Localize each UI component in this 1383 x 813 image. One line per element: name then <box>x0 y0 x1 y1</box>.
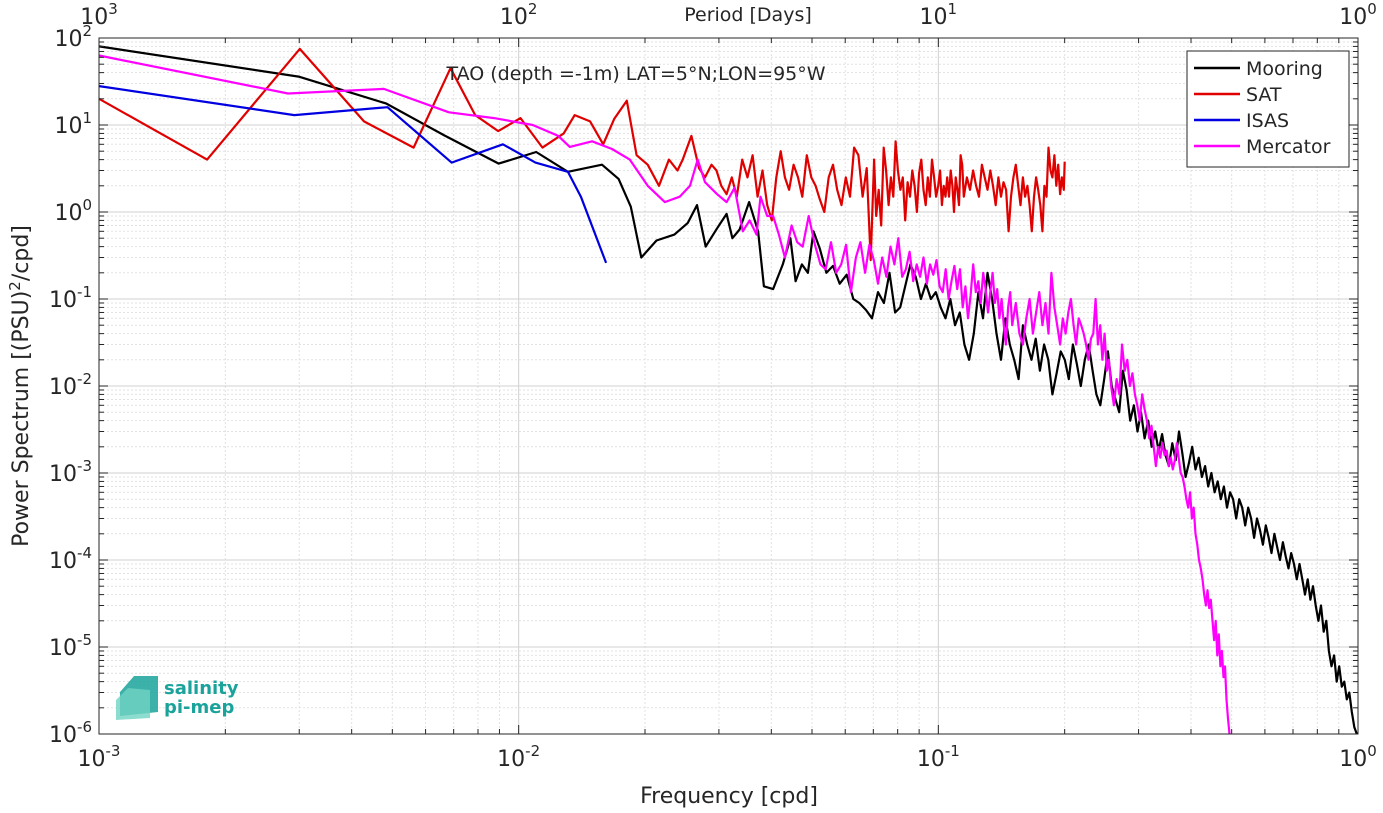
series-line-mooring <box>99 45 1358 734</box>
legend-label-mercator: Mercator <box>1246 136 1331 158</box>
y-axis-label: Power Spectrum [(PSU)2/cpd] <box>6 225 34 547</box>
y-tick-label: 10-3 <box>49 457 92 487</box>
chart-title: TAO (depth =-1m) LAT=5°N;LON=95°W <box>445 63 825 85</box>
logo-wave-back-icon <box>116 688 150 720</box>
legend-label-mooring: Mooring <box>1246 58 1323 80</box>
top-tick-label: 100 <box>1339 0 1377 30</box>
salinity-pi-mep-logo: salinity pi-mep <box>116 676 239 720</box>
top-tick-label: 101 <box>920 0 958 30</box>
x-tick-label: 10-2 <box>497 742 540 772</box>
legend-box <box>1186 50 1350 168</box>
series-line-sat <box>99 47 1066 262</box>
y-tick-label: 10-2 <box>49 370 92 400</box>
series-line-isas <box>99 85 608 264</box>
y-tick-label: 10-4 <box>49 544 92 574</box>
y-tick-label: 10-1 <box>49 283 92 313</box>
y-tick-label: 101 <box>54 109 92 139</box>
legend-label-sat: SAT <box>1246 84 1282 106</box>
y-tick-label: 10-5 <box>49 631 92 661</box>
x-axis-label: Frequency [cpd] <box>640 784 818 809</box>
series-layer <box>99 45 1358 734</box>
top-x-axis-label: Period [Days] <box>684 4 812 26</box>
logo-text-salinity: salinity <box>164 678 239 699</box>
logo-text-pi-mep: pi-mep <box>164 697 234 718</box>
y-tick-label: 10-6 <box>49 718 92 748</box>
top-tick-label: 102 <box>500 0 538 30</box>
series-line-mercator <box>99 54 1231 734</box>
x-tick-label: 100 <box>1339 742 1377 772</box>
y-tick-label: 102 <box>54 22 92 52</box>
legend-label-isas: ISAS <box>1246 110 1289 132</box>
x-tick-label: 10-3 <box>78 742 121 772</box>
legend: Mooring SAT ISAS Mercator <box>1186 50 1350 168</box>
x-tick-label: 10-1 <box>917 742 960 772</box>
top-tick-label: 103 <box>80 0 118 30</box>
y-tick-label: 100 <box>54 196 92 226</box>
